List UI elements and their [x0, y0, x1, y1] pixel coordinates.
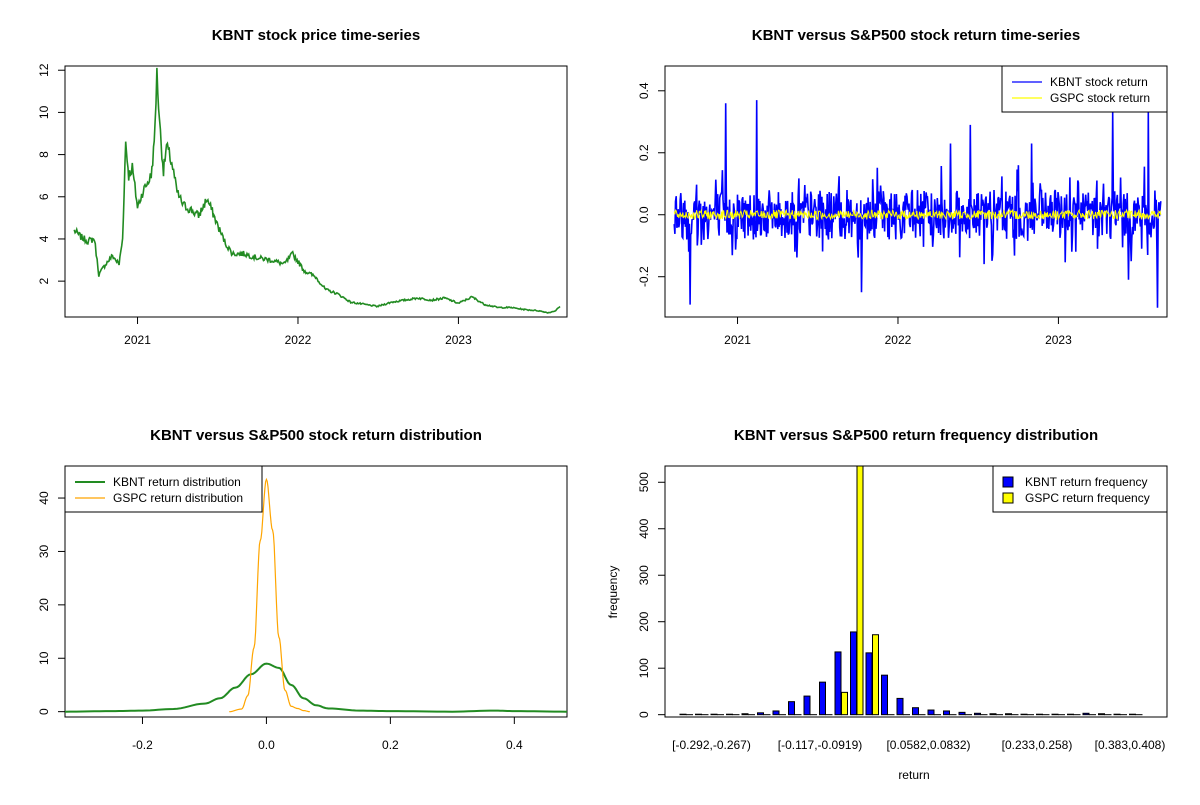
chart-title-1: KBNT stock price time-series	[212, 27, 420, 44]
kbnt-frequency-bar	[990, 714, 996, 715]
y-tick-label-4: 100	[637, 658, 651, 678]
gspc-frequency-bar	[857, 466, 863, 715]
kbnt-frequency-bar	[882, 675, 888, 715]
x-tick-label-3: 0.2	[382, 738, 399, 752]
legend-label: KBNT return distribution	[113, 475, 241, 489]
kbnt-frequency-bar	[866, 653, 872, 715]
gspc-frequency-bar	[873, 635, 879, 715]
y-tick-label-2: -0.2	[637, 266, 651, 287]
kbnt-frequency-bar	[1006, 714, 1012, 715]
y-tick-label-4: 300	[637, 565, 651, 585]
legend-label: GSPC stock return	[1050, 91, 1150, 105]
plot-frame-1	[65, 66, 567, 317]
x-tick-label-2: 2021	[724, 333, 751, 347]
kbnt-frequency-bar	[944, 711, 950, 715]
y-tick-label-4: 400	[637, 518, 651, 538]
y-tick-label-1: 8	[37, 151, 51, 158]
kbnt-density-line	[65, 664, 567, 712]
kbnt-frequency-bar	[835, 652, 841, 715]
kbnt-frequency-bar	[913, 708, 919, 715]
y-tick-label-1: 6	[37, 193, 51, 200]
kbnt-frequency-bar	[1083, 713, 1089, 714]
y-tick-label-1: 4	[37, 235, 51, 242]
x-tick-label-4: [-0.117,-0.0919)	[778, 738, 863, 752]
legend-box-3	[65, 466, 262, 512]
kbnt-frequency-bar	[851, 632, 857, 715]
chart-title-4: KBNT versus S&P500 return frequency dist…	[734, 427, 1098, 444]
x-tick-label-2: 2022	[885, 333, 912, 347]
kbnt-frequency-bar	[820, 682, 826, 715]
y-tick-label-3: 40	[37, 491, 51, 505]
kbnt-frequency-bar	[773, 711, 779, 715]
chart-title-3: KBNT versus S&P500 stock return distribu…	[150, 427, 482, 444]
y-tick-label-2: 0.4	[637, 82, 651, 99]
kbnt-frequency-bar	[742, 714, 748, 715]
y-tick-label-3: 30	[37, 544, 51, 558]
x-tick-label-4: [0.0582,0.0832)	[886, 738, 970, 752]
x-tick-label-1: 2021	[124, 333, 151, 347]
y-tick-label-3: 20	[37, 598, 51, 612]
y-tick-label-2: 0.2	[637, 144, 651, 161]
kbnt-frequency-bar	[928, 710, 934, 715]
x-tick-label-3: -0.2	[132, 738, 153, 752]
legend-label: GSPC return frequency	[1025, 491, 1150, 505]
price-series-line	[74, 68, 560, 313]
kbnt-frequency-bar	[959, 712, 965, 714]
kbnt-frequency-bar	[1099, 714, 1105, 715]
y-tick-label-2: 0.0	[637, 206, 651, 223]
gspc-frequency-bar	[842, 692, 848, 714]
x-tick-label-1: 2022	[285, 333, 312, 347]
y-tick-label-1: 10	[37, 105, 51, 119]
y-tick-label-1: 12	[37, 63, 51, 77]
chart-title-2: KBNT versus S&P500 stock return time-ser…	[752, 27, 1080, 44]
kbnt-frequency-bar	[975, 713, 981, 714]
legend-swatch	[1003, 493, 1013, 503]
legend-label: KBNT return frequency	[1025, 475, 1148, 489]
x-axis-title: return	[898, 768, 929, 782]
gspc-density-line	[229, 479, 310, 711]
y-tick-label-4: 500	[637, 472, 651, 492]
legend-swatch	[1003, 477, 1013, 487]
x-tick-label-3: 0.4	[506, 738, 523, 752]
kbnt-return-line	[674, 100, 1161, 308]
legend-box-4	[993, 466, 1167, 512]
kbnt-frequency-bar	[758, 713, 764, 715]
y-axis-title: frequency	[606, 566, 620, 619]
legend-label: GSPC return distribution	[113, 491, 243, 505]
y-tick-label-4: 200	[637, 611, 651, 631]
y-tick-label-3: 0	[37, 708, 51, 715]
legend-box-2	[1002, 66, 1167, 112]
y-tick-label-3: 10	[37, 651, 51, 665]
x-tick-label-2: 2023	[1045, 333, 1072, 347]
x-tick-label-4: [0.383,0.408)	[1095, 738, 1166, 752]
legend-label: KBNT stock return	[1050, 75, 1148, 89]
x-tick-label-4: [-0.292,-0.267)	[672, 738, 751, 752]
y-tick-label-4: 0	[637, 711, 651, 718]
kbnt-frequency-bar	[789, 702, 795, 715]
kbnt-frequency-bar	[897, 698, 903, 714]
x-tick-label-3: 0.0	[258, 738, 275, 752]
x-tick-label-4: [0.233,0.258)	[1002, 738, 1073, 752]
y-tick-label-1: 2	[37, 277, 51, 284]
kbnt-frequency-bar	[804, 696, 810, 715]
x-tick-label-1: 2023	[445, 333, 472, 347]
